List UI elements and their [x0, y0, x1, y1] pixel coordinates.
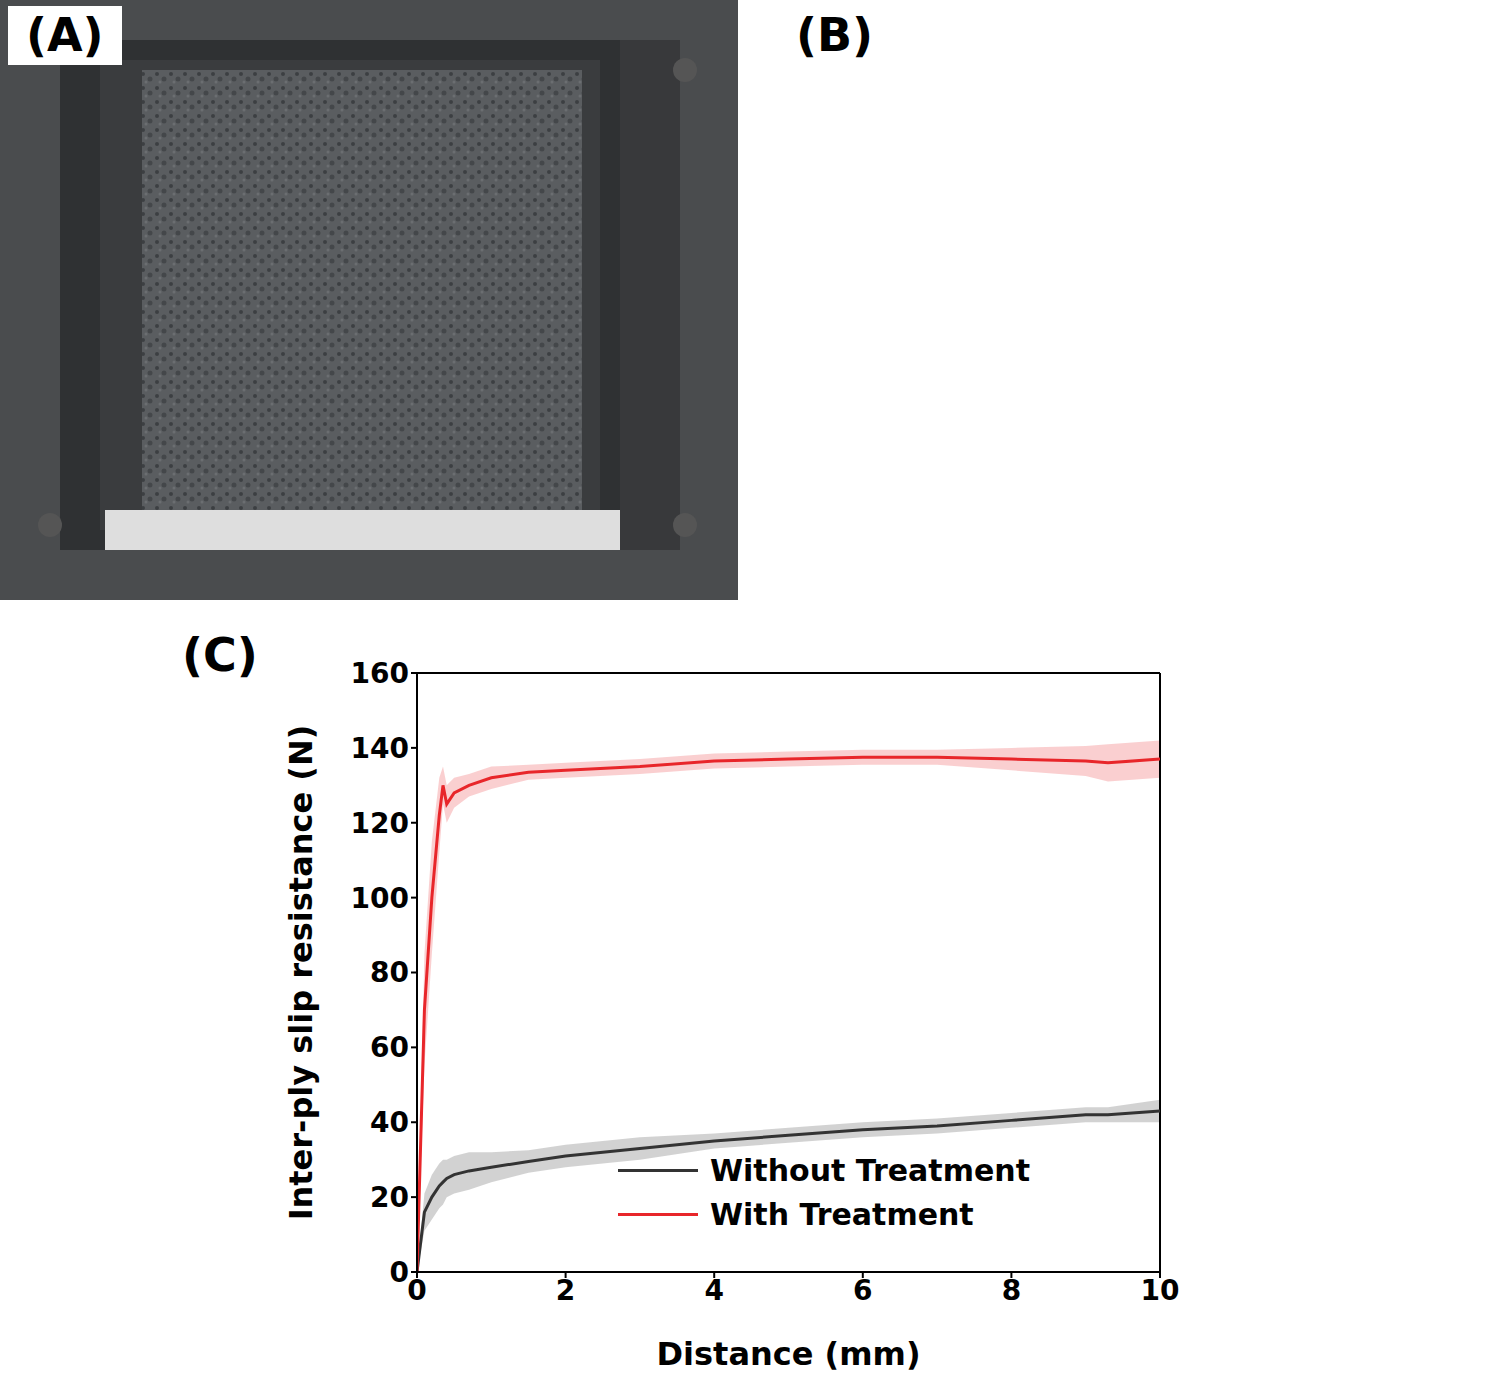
svg-text:8: 8	[1002, 1274, 1021, 1307]
svg-text:4: 4	[704, 1274, 723, 1307]
html-text:(C): (C)	[182, 628, 258, 682]
html-text:(B): (B)	[796, 8, 874, 62]
svg-text:160: 160	[351, 657, 409, 690]
svg-text:80: 80	[370, 956, 409, 989]
html-text:(A): (A)	[26, 8, 104, 62]
svg-text:10: 10	[1141, 1274, 1180, 1307]
svg-text:20: 20	[370, 1181, 409, 1214]
html-text:Without Treatment: Without Treatment	[710, 1152, 1030, 1188]
svg-text:0: 0	[407, 1274, 426, 1307]
svg-text:100: 100	[351, 882, 409, 915]
svg-text:140: 140	[351, 732, 409, 765]
svg-text:6: 6	[853, 1274, 872, 1307]
html-text:With Treatment: With Treatment	[710, 1196, 974, 1232]
svg-text:40: 40	[370, 1106, 409, 1139]
svg-text:0: 0	[390, 1256, 409, 1289]
svg-text:Distance (mm): Distance (mm)	[657, 1335, 921, 1373]
svg-text:60: 60	[370, 1031, 409, 1064]
svg-text:120: 120	[351, 807, 409, 840]
svg-text:Inter-ply slip resistance (N): Inter-ply slip resistance (N)	[282, 725, 320, 1221]
svg-text:2: 2	[556, 1274, 575, 1307]
